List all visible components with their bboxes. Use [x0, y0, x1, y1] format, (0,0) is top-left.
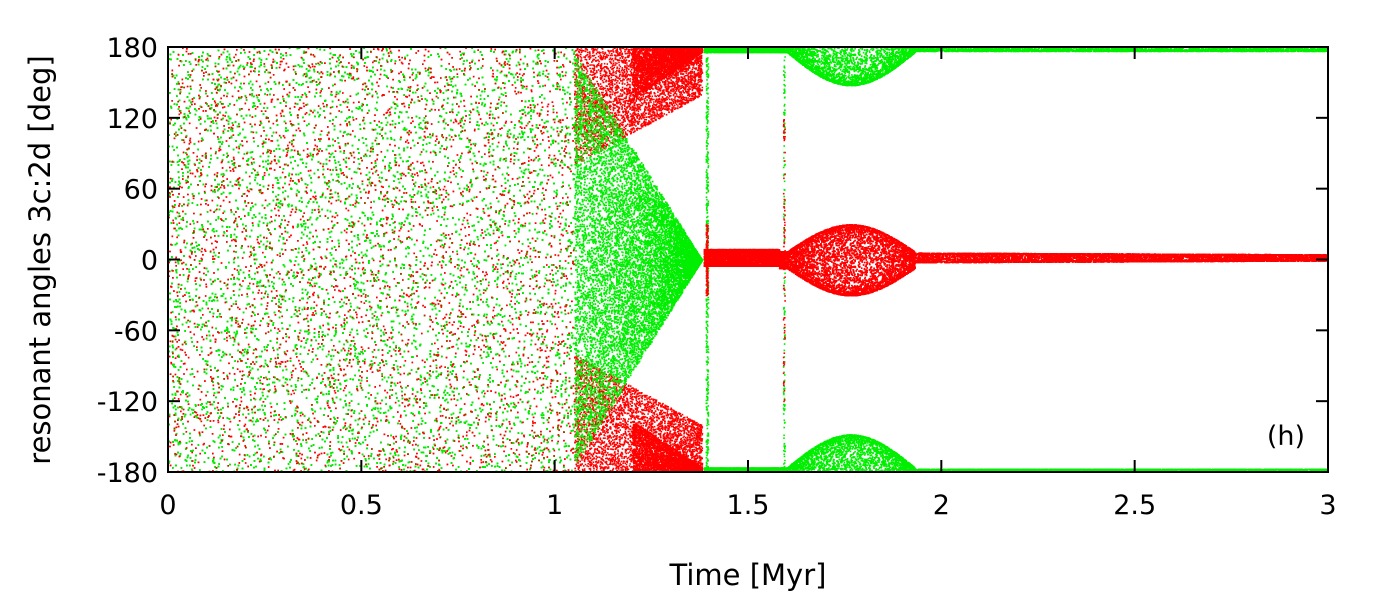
y-tick-label: 180: [106, 33, 158, 64]
y-tick-label: 120: [106, 104, 158, 135]
y-tick-label: -120: [97, 387, 158, 418]
y-axis-label: resonant angles 3c:2d [deg]: [23, 55, 57, 464]
y-tick-label: -60: [114, 316, 158, 347]
panel-annotation: (h): [1267, 421, 1305, 452]
y-tick-label: -180: [97, 458, 158, 489]
green-series-points: [168, 47, 575, 473]
x-tick-label: 1.5: [727, 490, 770, 521]
y-tick-label: 60: [124, 175, 158, 206]
x-tick-label: 2.5: [1113, 490, 1156, 521]
x-tick-label: 2: [933, 490, 950, 521]
green-series-points: [168, 47, 575, 473]
x-tick-labels: 0 0.5 1 1.5 2 2.5 3: [159, 490, 1336, 521]
x-axis-label: Time [Myr]: [669, 558, 827, 592]
y-tick-label: 0: [141, 246, 158, 277]
x-tick-label: 0: [159, 490, 176, 521]
green-series-points: [168, 47, 575, 473]
y-tick-labels: -180 -120 -60 0 60 120 180: [97, 33, 158, 489]
x-tick-label: 1: [546, 490, 563, 521]
x-tick-label: 0.5: [340, 490, 383, 521]
red-series-points: [168, 47, 575, 473]
x-tick-label: 3: [1319, 490, 1336, 521]
chart-marks: [168, 47, 1329, 474]
